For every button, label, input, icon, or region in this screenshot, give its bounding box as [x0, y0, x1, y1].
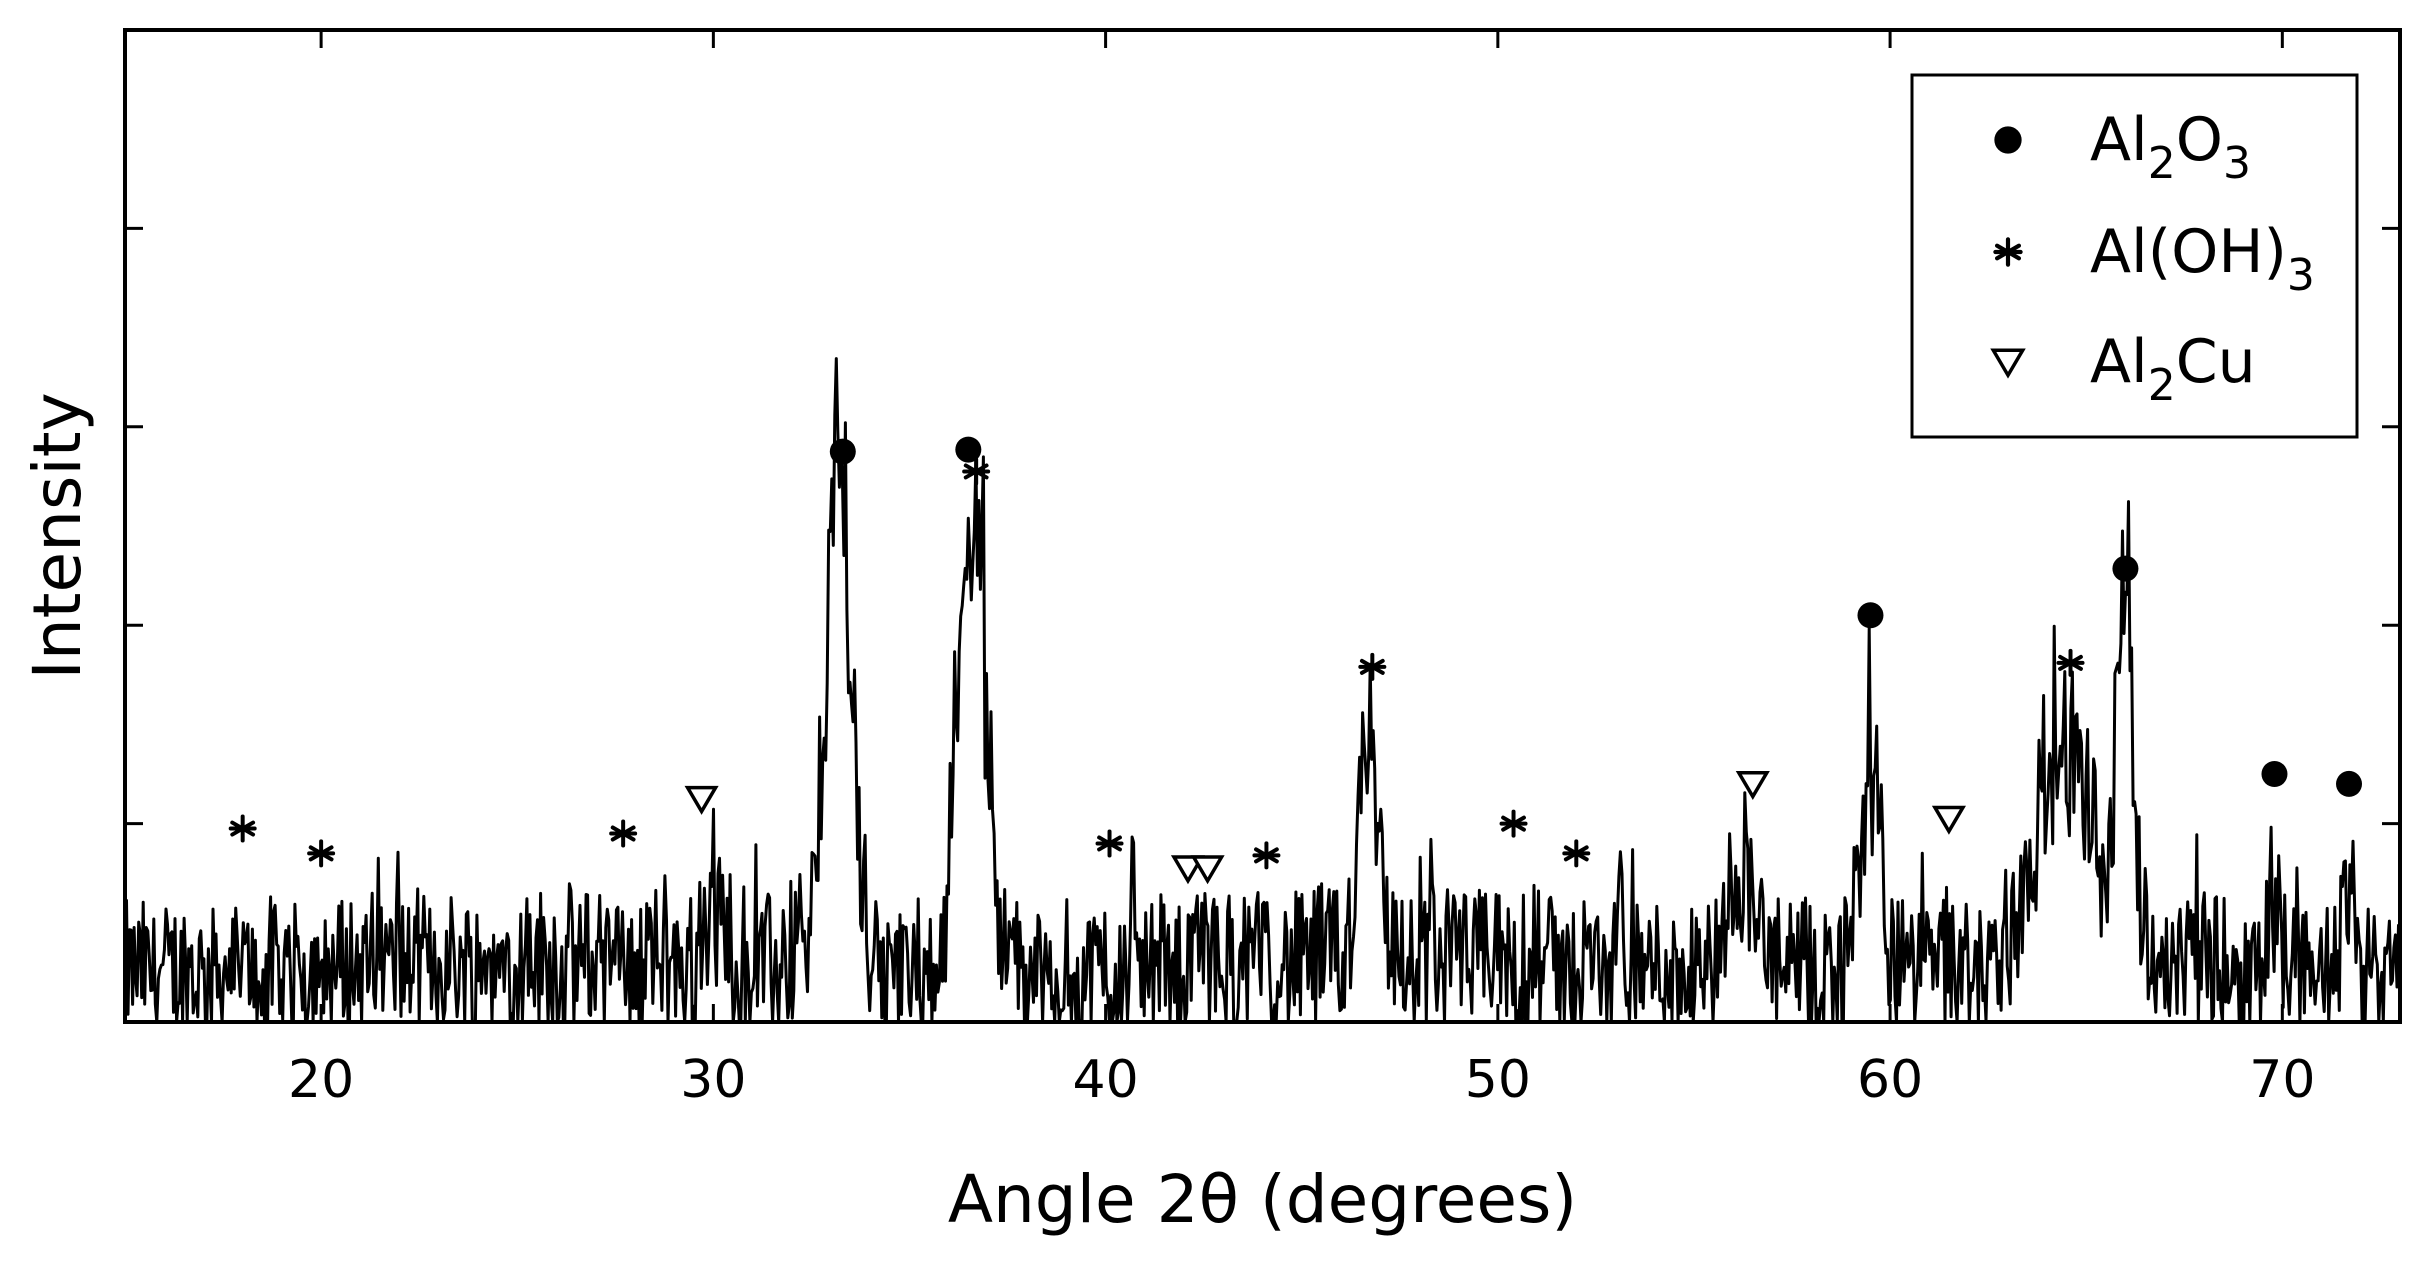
legend-label-al2o3: Al2O3	[2090, 105, 2251, 189]
peak-triangle-marker	[1735, 770, 1770, 800]
legend-box	[1910, 73, 2359, 439]
peak-triangle-marker	[1170, 855, 1206, 885]
peak-asterisk-marker	[307, 839, 336, 868]
peak-circle-marker	[829, 438, 856, 465]
peak-triangle-marker	[1931, 805, 1966, 835]
x-tick-label: 30	[680, 1050, 746, 1110]
legend-triangle-marker	[1990, 348, 2026, 379]
legend-label-al2cu: Al2Cu	[2090, 327, 2256, 411]
xrd-trace	[123, 357, 2402, 1024]
peak-circle-marker	[2112, 555, 2139, 582]
peak-triangle-marker	[1190, 855, 1225, 885]
legend-markers	[1990, 126, 2026, 379]
peak-asterisk-marker	[1095, 829, 1124, 858]
peak-asterisk-marker	[1562, 839, 1591, 868]
peak-asterisk-marker	[1358, 652, 1387, 681]
legend-label-aloh3: Al(OH)3	[2090, 217, 2315, 301]
legend: Al2O3 Al(OH)3 Al2Cu	[1910, 73, 2359, 439]
trace-layer	[123, 357, 2402, 1024]
legend-asterisk-marker	[1993, 237, 2023, 267]
x-axis-title: Angle 2θ (degrees)	[948, 1161, 1577, 1238]
peak-circle-marker	[1857, 602, 1884, 629]
peak-asterisk-marker	[1252, 841, 1281, 870]
x-tick-label: 40	[1073, 1050, 1139, 1110]
peak-circle-marker	[955, 436, 982, 463]
peak-triangle-marker	[684, 785, 719, 815]
peak-asterisk-marker	[962, 457, 991, 486]
y-axis-title: Intensity	[19, 392, 96, 679]
plot-frame	[123, 28, 2402, 1024]
peak-asterisk-marker	[228, 814, 257, 843]
peak-circle-marker	[2261, 761, 2288, 787]
peak-asterisk-marker	[609, 819, 638, 848]
x-tick-label: 70	[2249, 1050, 2315, 1110]
x-tick-label: 50	[1465, 1050, 1531, 1110]
peak-asterisk-marker	[2056, 648, 2085, 677]
legend-circle-marker	[1994, 126, 2022, 154]
x-tick-label: 20	[288, 1050, 354, 1110]
peak-circle-marker	[2336, 770, 2363, 797]
x-tick-label: 60	[1857, 1050, 1923, 1110]
peak-asterisk-marker	[1499, 809, 1528, 838]
peak-markers	[228, 436, 2363, 885]
tick-layer: 20 30 40 50 60 70	[125, 30, 2400, 1110]
